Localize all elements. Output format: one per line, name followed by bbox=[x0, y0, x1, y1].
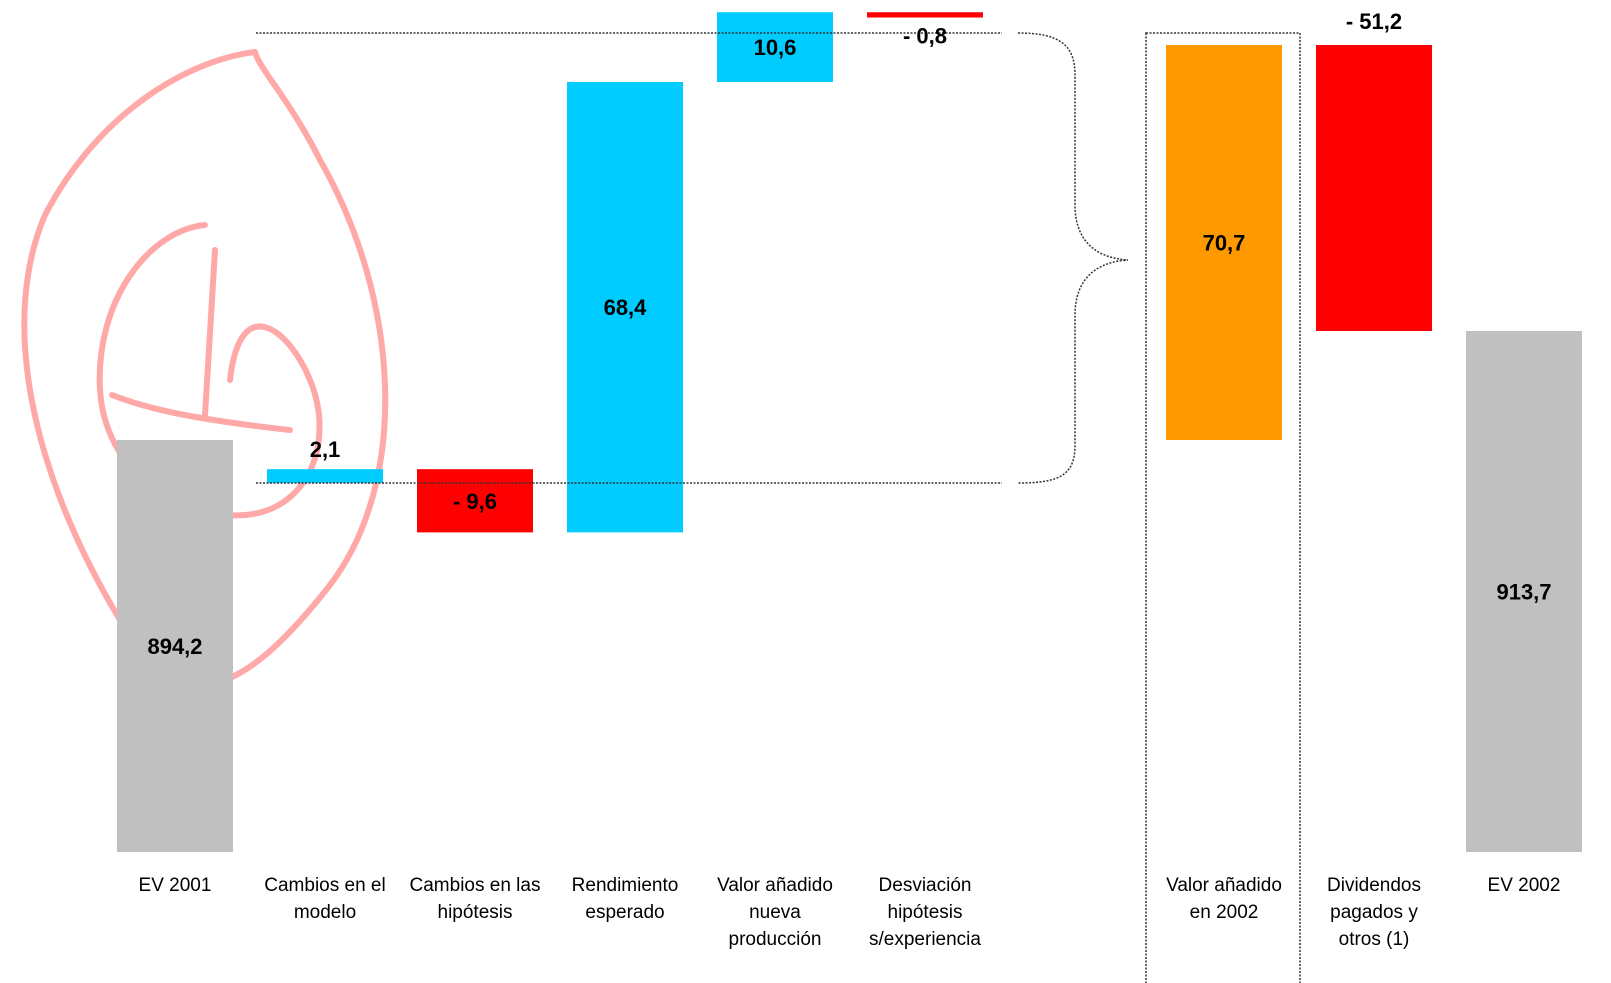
category-label-5-2: s/experiencia bbox=[869, 929, 981, 950]
value-label-3: 68,4 bbox=[604, 295, 648, 320]
bar-6 bbox=[1166, 45, 1282, 440]
category-label-6-0: Valor añadido bbox=[1166, 875, 1282, 896]
subtotal-box bbox=[1145, 32, 1301, 983]
category-label-3-1: esperado bbox=[585, 902, 664, 923]
category-label-5-0: Desviación bbox=[879, 875, 972, 896]
curly-brace bbox=[1017, 32, 1129, 484]
bracket-group bbox=[256, 32, 1301, 983]
labels-layer: 894,2 2,1 - 9,6 68,4 10,6 - 0,8 70,7 - 51,2 913,… bbox=[139, 9, 1561, 950]
category-label-0-0: EV 2001 bbox=[139, 875, 212, 896]
value-label-5: - 0,8 bbox=[903, 24, 947, 49]
watermark-spoke-2 bbox=[109, 392, 293, 433]
value-label-7: - 51,2 bbox=[1346, 9, 1402, 34]
bar-5 bbox=[867, 12, 983, 18]
category-label-7-1: pagados y bbox=[1330, 902, 1418, 923]
category-label-2-1: hipótesis bbox=[438, 902, 513, 923]
watermark-spoke-1 bbox=[202, 247, 218, 418]
value-label-4: 10,6 bbox=[754, 35, 797, 60]
value-label-0: 894,2 bbox=[147, 634, 202, 659]
category-label-8-0: EV 2002 bbox=[1488, 875, 1561, 896]
category-label-6-1: en 2002 bbox=[1190, 902, 1259, 923]
category-label-1-0: Cambios en el bbox=[264, 875, 385, 896]
bar-4 bbox=[717, 12, 833, 83]
bar-8 bbox=[1466, 331, 1582, 852]
category-label-4-1: nueva bbox=[749, 902, 801, 923]
category-label-4-0: Valor añadido bbox=[717, 875, 833, 896]
bar-3 bbox=[567, 82, 683, 533]
value-label-6: 70,7 bbox=[1203, 231, 1246, 256]
value-label-8: 913,7 bbox=[1496, 580, 1551, 605]
bar-7 bbox=[1316, 45, 1432, 331]
bar-1 bbox=[267, 469, 383, 483]
category-label-7-2: otros (1) bbox=[1339, 929, 1410, 950]
value-label-2: - 9,6 bbox=[453, 489, 497, 514]
bar-0 bbox=[117, 440, 233, 852]
watermark-inner-shape bbox=[96, 222, 323, 519]
category-label-7-0: Dividendos bbox=[1327, 875, 1421, 896]
value-label-1: 2,1 bbox=[310, 437, 341, 462]
category-label-5-1: hipótesis bbox=[888, 902, 963, 923]
category-label-4-2: producción bbox=[729, 929, 822, 950]
bar-2 bbox=[417, 469, 533, 533]
bars-layer bbox=[117, 12, 1582, 852]
category-label-1-1: modelo bbox=[294, 902, 356, 923]
category-label-3-0: Rendimiento bbox=[572, 875, 679, 896]
category-label-2-0: Cambios en las bbox=[410, 875, 541, 896]
